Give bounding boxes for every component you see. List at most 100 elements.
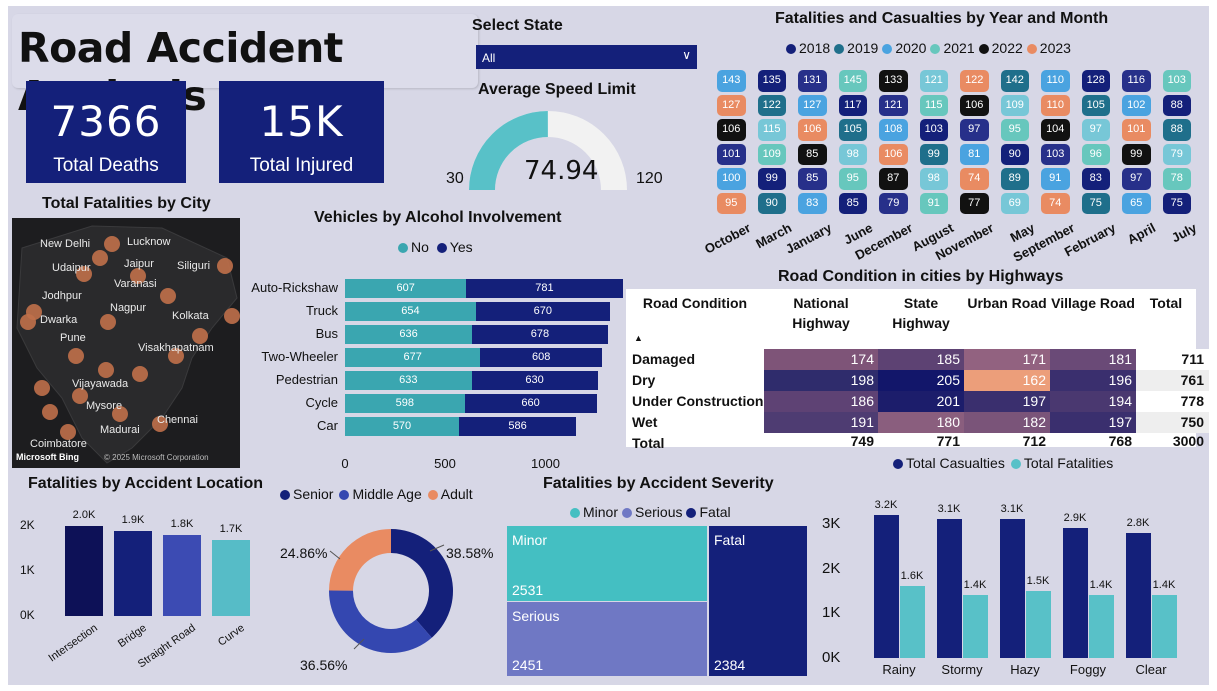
matrix-row-header[interactable]: Under Construction (632, 393, 764, 409)
ribbon-segment[interactable]: 75 (1081, 192, 1110, 214)
weather-bar-fatalities[interactable] (1089, 595, 1114, 658)
ribbon-segment[interactable]: 115 (757, 119, 786, 141)
city-bubble[interactable] (100, 314, 116, 330)
city-bubble[interactable] (60, 424, 76, 440)
ribbon-segment[interactable]: 97 (1081, 119, 1110, 141)
ribbon-segment[interactable]: 91 (919, 192, 948, 214)
location-bar[interactable] (114, 530, 152, 616)
severity-treemap[interactable]: Minor 2531 Serious 2451 Fatal 2384 (507, 526, 807, 676)
ribbon-segment[interactable]: 142 (1000, 70, 1029, 92)
ribbon-segment[interactable]: 108 (879, 119, 908, 141)
alcohol-bar-yes[interactable]: 586 (459, 417, 577, 436)
kpi-total-deaths[interactable]: 7366 Total Deaths (26, 81, 186, 183)
speed-gauge[interactable] (448, 102, 648, 192)
ribbon-segment[interactable]: 98 (838, 143, 867, 165)
matrix-column-header[interactable]: State Highway (892, 295, 950, 331)
ribbon-segment[interactable]: 89 (1000, 168, 1029, 190)
donut-slice[interactable] (329, 590, 432, 653)
ribbon-segment[interactable]: 85 (838, 192, 867, 214)
ribbon-segment[interactable]: 101 (717, 143, 746, 165)
city-bubble[interactable] (130, 268, 146, 284)
city-bubble[interactable] (72, 388, 88, 404)
state-dropdown[interactable]: All ∨ (476, 45, 697, 69)
alcohol-bar-no[interactable]: 654 (345, 302, 476, 321)
ribbon-segment[interactable]: 74 (960, 168, 989, 190)
kpi-total-injured[interactable]: 15K Total Injured (219, 81, 384, 183)
ribbon-segment[interactable]: 122 (960, 70, 989, 92)
ribbon-segment[interactable]: 95 (717, 192, 746, 214)
alcohol-bar-no[interactable]: 636 (345, 325, 473, 344)
weather-bar-fatalities[interactable] (1152, 595, 1177, 658)
ribbon-segment[interactable]: 103 (919, 119, 948, 141)
weather-bar-casualties[interactable] (1000, 519, 1025, 658)
matrix-column-header[interactable]: Total (1149, 295, 1183, 311)
ribbon-segment[interactable]: 90 (757, 192, 786, 214)
weather-bar-casualties[interactable] (1063, 528, 1088, 658)
alcohol-bar-yes[interactable]: 630 (471, 371, 598, 390)
ribbon-segment[interactable]: 81 (960, 143, 989, 165)
alcohol-bar-yes[interactable]: 781 (466, 279, 623, 298)
city-fatalities-map[interactable]: New Delhi Lucknow Udaipur Jaipur Siliguri Var… (12, 218, 240, 468)
ribbon-segment[interactable]: 105 (1081, 94, 1110, 116)
weather-column-chart[interactable]: 3K 2K 1K 0K 3.2K 1.6K Rainy 3.1K 1.4K Stormy 3.1K 1… (808, 476, 1208, 681)
city-bubble[interactable] (112, 406, 128, 422)
ribbon-segment[interactable]: 74 (1041, 192, 1070, 214)
weather-bar-fatalities[interactable] (963, 595, 988, 658)
ribbon-segment[interactable]: 116 (1122, 70, 1151, 92)
location-bar[interactable] (65, 526, 103, 616)
ribbon-segment[interactable]: 79 (879, 192, 908, 214)
alcohol-bar-no[interactable]: 598 (345, 394, 465, 413)
ribbon-segment[interactable]: 104 (1041, 119, 1070, 141)
weather-bar-casualties[interactable] (874, 514, 899, 658)
alcohol-bar-no[interactable]: 607 (345, 279, 467, 298)
city-bubble[interactable] (168, 348, 184, 364)
ribbon-segment[interactable]: 133 (879, 70, 908, 92)
treemap-tile[interactable]: Fatal 2384 (709, 526, 807, 676)
matrix-column-header[interactable]: Road Condition (642, 295, 748, 311)
city-bubble[interactable] (192, 328, 208, 344)
city-bubble[interactable] (217, 258, 233, 274)
ribbon-segment[interactable]: 85 (798, 168, 827, 190)
ribbon-segment[interactable]: 98 (919, 168, 948, 190)
ribbon-segment[interactable]: 127 (798, 94, 827, 116)
road-matrix[interactable]: Road Condition National Highway State High… (626, 289, 1209, 451)
ribbon-segment[interactable]: 127 (717, 94, 746, 116)
ribbon-segment[interactable]: 103 (1041, 143, 1070, 165)
matrix-column-header[interactable]: Village Road (1051, 295, 1135, 311)
ribbon-segment[interactable]: 101 (1122, 119, 1151, 141)
ribbon-segment[interactable]: 85 (798, 143, 827, 165)
ribbon-segment[interactable]: 65 (1122, 192, 1151, 214)
ribbon-segment[interactable]: 106 (717, 119, 746, 141)
alcohol-bar-yes[interactable]: 678 (472, 325, 608, 344)
age-donut-chart[interactable]: 38.58% 36.56% 24.86% (268, 511, 508, 681)
ribbon-segment[interactable]: 79 (1162, 143, 1191, 165)
ribbon-segment[interactable]: 77 (960, 192, 989, 214)
city-bubble[interactable] (34, 380, 50, 396)
ribbon-segment[interactable]: 99 (919, 143, 948, 165)
ribbon-segment[interactable]: 97 (1122, 168, 1151, 190)
treemap-tile[interactable]: Minor 2531 (507, 526, 707, 601)
matrix-row-header[interactable]: Dry (632, 372, 656, 388)
ribbon-segment[interactable]: 95 (1000, 119, 1029, 141)
ribbon-segment[interactable]: 97 (960, 119, 989, 141)
ribbon-segment[interactable]: 96 (1081, 143, 1110, 165)
ribbon-segment[interactable]: 69 (1000, 192, 1029, 214)
ribbon-segment[interactable]: 106 (960, 94, 989, 116)
city-bubble[interactable] (92, 250, 108, 266)
ribbon-segment[interactable]: 121 (919, 70, 948, 92)
matrix-column-header[interactable]: National Highway (792, 295, 850, 331)
ribbon-segment[interactable]: 106 (879, 143, 908, 165)
ribbon-segment[interactable]: 95 (838, 168, 867, 190)
weather-bar-fatalities[interactable] (900, 586, 925, 658)
ribbon-segment[interactable]: 110 (1041, 70, 1070, 92)
ribbon-segment[interactable]: 115 (919, 94, 948, 116)
location-column-chart[interactable]: 2K 1K 0K 2.0K Intersection 1.9K Bridge 1.8K Stra… (8, 496, 268, 681)
city-bubble[interactable] (152, 416, 168, 432)
city-bubble[interactable] (42, 404, 58, 420)
city-bubble[interactable] (98, 362, 114, 378)
ribbon-segment[interactable]: 110 (1041, 94, 1070, 116)
treemap-tile[interactable]: Serious 2451 (507, 602, 707, 676)
ribbon-segment[interactable]: 117 (838, 94, 867, 116)
weather-bar-casualties[interactable] (937, 519, 962, 658)
matrix-row-header[interactable]: Wet (632, 414, 658, 430)
